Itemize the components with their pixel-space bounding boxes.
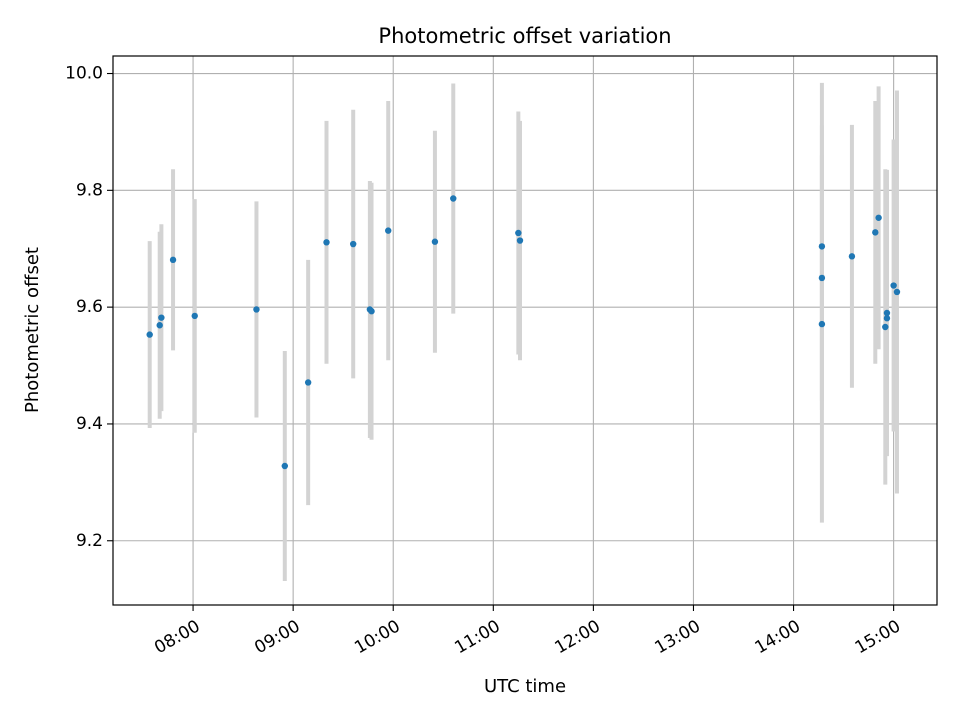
data-point bbox=[818, 243, 826, 250]
y-tick-label: 10.0 bbox=[65, 64, 103, 84]
error-bars bbox=[147, 82, 899, 582]
y-tick-label: 9.6 bbox=[76, 297, 103, 317]
x-tick-label: 14:00 bbox=[752, 616, 804, 658]
data-point bbox=[515, 229, 522, 237]
data-point bbox=[349, 240, 357, 248]
x-tick-label: 13:00 bbox=[652, 616, 704, 658]
x-tick-label: 11:00 bbox=[451, 616, 503, 658]
x-tick-label: 10:00 bbox=[351, 616, 403, 658]
data-point bbox=[883, 309, 891, 317]
x-tick-label: 12:00 bbox=[551, 616, 603, 658]
data-point bbox=[169, 256, 177, 264]
data-point bbox=[890, 282, 897, 289]
data-points bbox=[146, 195, 901, 470]
data-point bbox=[146, 331, 153, 338]
data-point bbox=[385, 227, 392, 234]
data-point bbox=[450, 195, 457, 202]
y-axis-label: Photometric offset bbox=[22, 247, 43, 413]
data-point bbox=[893, 288, 901, 296]
data-point bbox=[156, 322, 163, 329]
data-point bbox=[281, 462, 289, 470]
data-point bbox=[158, 314, 165, 321]
data-point bbox=[883, 315, 891, 322]
x-axis-label: UTC time bbox=[484, 676, 566, 697]
plot-frame bbox=[112, 55, 938, 606]
data-point bbox=[875, 214, 882, 221]
data-point bbox=[848, 253, 856, 260]
data-point bbox=[872, 229, 879, 236]
data-point bbox=[368, 308, 375, 315]
data-point bbox=[191, 312, 198, 320]
y-tick-label: 9.8 bbox=[76, 180, 103, 200]
grid bbox=[113, 56, 937, 605]
x-tick-label: 15:00 bbox=[852, 616, 904, 658]
x-tick-label: 08:00 bbox=[151, 616, 203, 658]
data-point bbox=[304, 379, 312, 386]
data-point bbox=[431, 238, 439, 245]
data-point bbox=[253, 306, 260, 313]
x-tick-label: 09:00 bbox=[251, 616, 303, 658]
data-point bbox=[882, 323, 889, 331]
data-point bbox=[516, 237, 524, 244]
axis-ticks: 08:00 09:00 10:00 11:00 12:00 13:00 14:00 15:00… bbox=[65, 64, 904, 659]
data-point bbox=[818, 320, 826, 328]
y-tick-label: 9.4 bbox=[76, 414, 103, 434]
y-tick-label: 9.2 bbox=[76, 531, 103, 551]
data-point bbox=[818, 274, 826, 282]
chart-title: Photometric offset variation bbox=[378, 24, 671, 48]
data-point bbox=[323, 239, 330, 246]
